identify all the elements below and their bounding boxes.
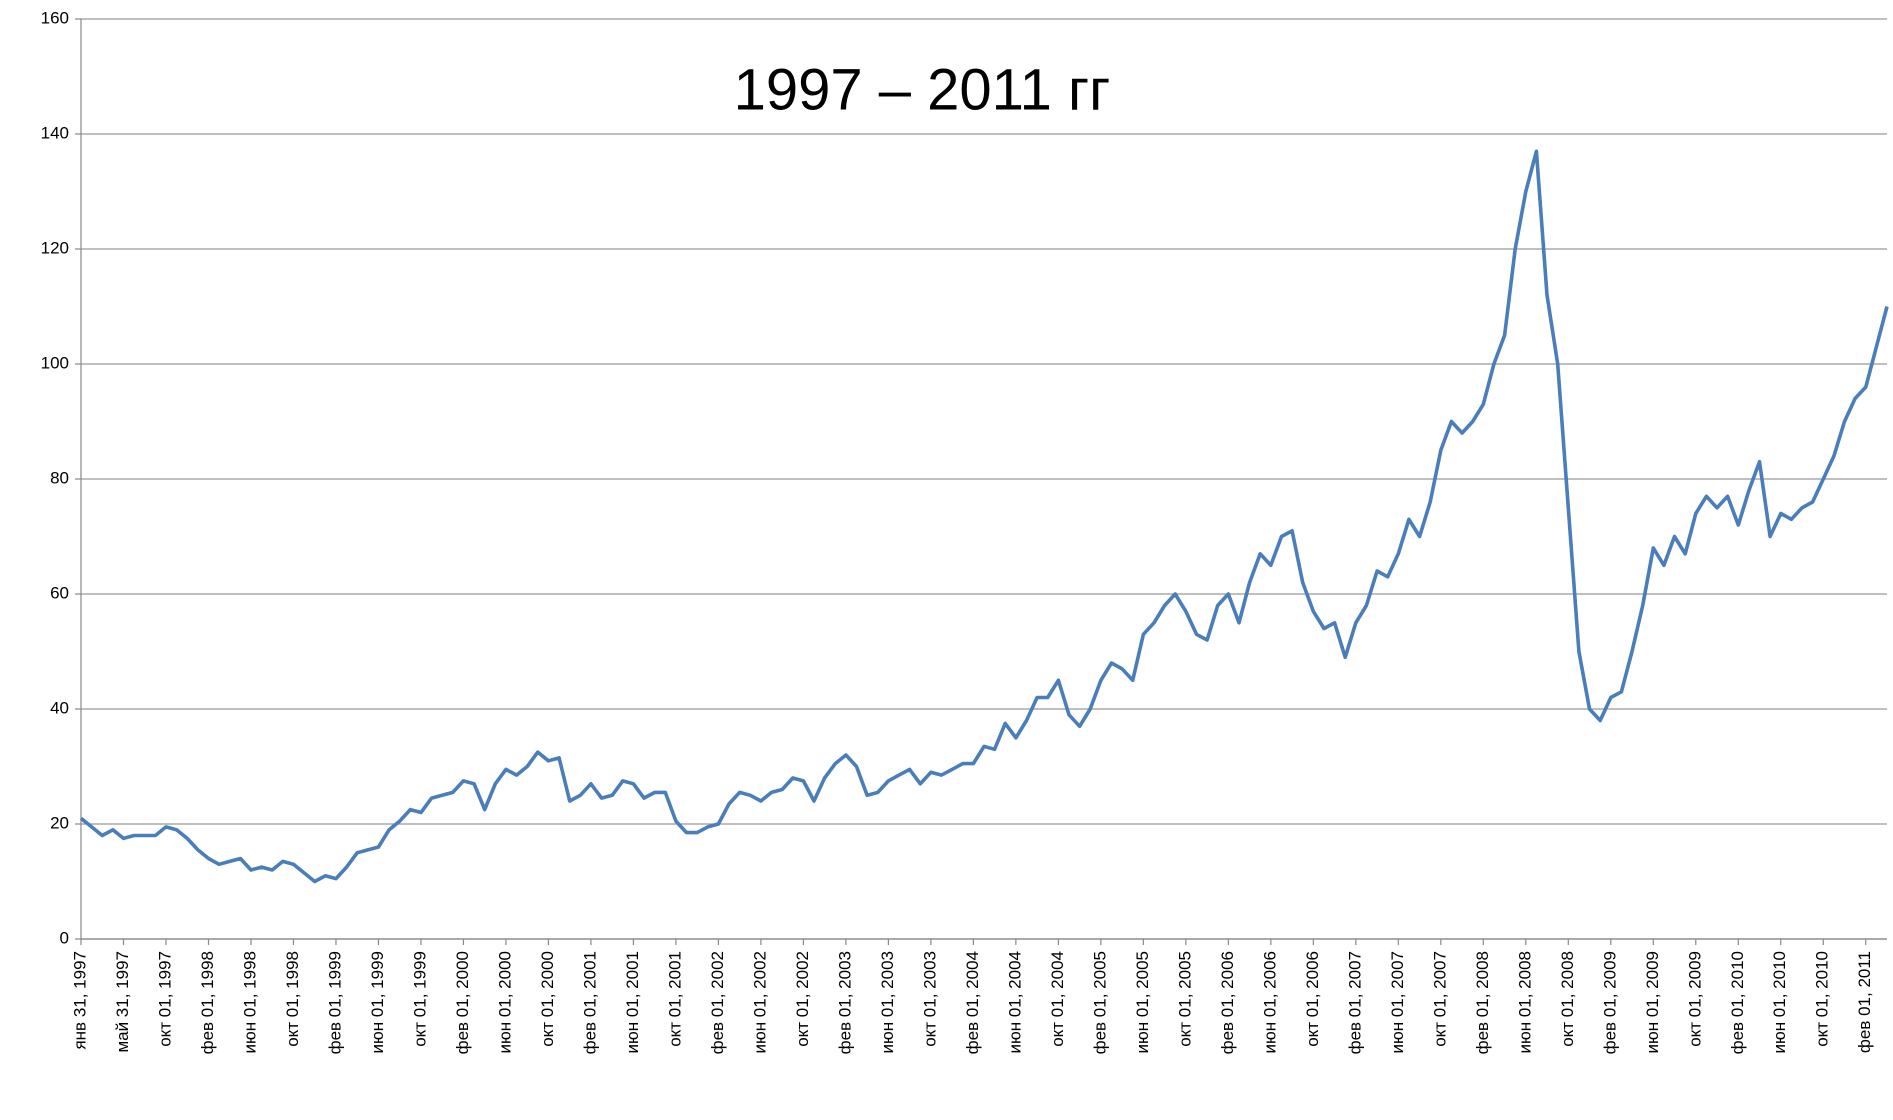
y-tick-label: 40 <box>50 698 69 717</box>
x-tick-label: окт 01, 2010 <box>1813 951 1832 1047</box>
x-tick-label: май 31, 1997 <box>113 951 132 1053</box>
x-tick-label: июн 01, 1999 <box>368 951 387 1054</box>
x-tick-label: июн 01, 2004 <box>1005 951 1024 1054</box>
x-tick-label: фев 01, 2004 <box>963 951 982 1054</box>
x-tick-label: фев 01, 2009 <box>1600 951 1619 1054</box>
x-tick-label: июн 01, 2008 <box>1515 951 1534 1054</box>
x-tick-label: фев 01, 2005 <box>1090 951 1109 1054</box>
x-tick-label: окт 01, 1997 <box>155 951 174 1047</box>
x-tick-label: фев 01, 2010 <box>1728 951 1747 1054</box>
x-tick-label: фев 01, 2011 <box>1855 951 1874 1053</box>
x-tick-label: фев 01, 2000 <box>453 951 472 1054</box>
y-tick-label: 100 <box>41 353 69 372</box>
x-tick-label: окт 01, 1998 <box>283 951 302 1047</box>
x-tick-label: окт 01, 2007 <box>1430 951 1449 1047</box>
x-tick-label: окт 01, 2006 <box>1303 951 1322 1047</box>
x-tick-label: янв 31, 1997 <box>70 951 89 1050</box>
x-tick-label: июн 01, 1998 <box>240 951 259 1054</box>
y-tick-label: 160 <box>41 8 69 27</box>
x-tick-label: фев 01, 2002 <box>708 951 727 1054</box>
x-tick-label: окт 01, 2002 <box>793 951 812 1047</box>
y-tick-label: 0 <box>60 928 69 947</box>
x-tick-label: июн 01, 2007 <box>1388 951 1407 1054</box>
y-tick-label: 20 <box>50 813 69 832</box>
y-tick-label: 120 <box>41 238 69 257</box>
chart-title: 1997 – 2011 гг <box>734 57 1111 122</box>
x-tick-label: окт 01, 2008 <box>1558 951 1577 1047</box>
x-tick-label: окт 01, 2004 <box>1048 951 1067 1047</box>
x-tick-label: июн 01, 2010 <box>1770 951 1789 1054</box>
x-tick-label: окт 01, 2001 <box>665 951 684 1047</box>
x-tick-label: июн 01, 2001 <box>623 951 642 1054</box>
x-tick-label: окт 01, 1999 <box>410 951 429 1047</box>
x-tick-label: фев 01, 2001 <box>580 951 599 1054</box>
x-tick-label: фев 01, 1999 <box>325 951 344 1054</box>
x-tick-label: фев 01, 1998 <box>198 951 217 1054</box>
x-tick-label: июн 01, 2002 <box>750 951 769 1054</box>
x-tick-label: фев 01, 2008 <box>1473 951 1492 1054</box>
x-tick-label: фев 01, 2003 <box>835 951 854 1054</box>
x-tick-label: окт 01, 2000 <box>538 951 557 1047</box>
y-tick-label: 60 <box>50 583 69 602</box>
x-tick-label: фев 01, 2007 <box>1345 951 1364 1054</box>
x-tick-label: окт 01, 2003 <box>920 951 939 1047</box>
x-tick-label: июн 01, 2009 <box>1643 951 1662 1054</box>
y-tick-label: 80 <box>50 468 69 487</box>
data-line <box>79 149 1889 884</box>
x-tick-label: июн 01, 2000 <box>495 951 514 1054</box>
x-tick-label: июн 01, 2005 <box>1133 951 1152 1054</box>
x-tick-label: окт 01, 2009 <box>1685 951 1704 1047</box>
x-tick-label: фев 01, 2006 <box>1218 951 1237 1054</box>
x-tick-label: окт 01, 2005 <box>1175 951 1194 1047</box>
y-tick-label: 140 <box>41 123 69 142</box>
x-tick-label: июн 01, 2003 <box>878 951 897 1054</box>
x-tick-label: июн 01, 2006 <box>1260 951 1279 1054</box>
